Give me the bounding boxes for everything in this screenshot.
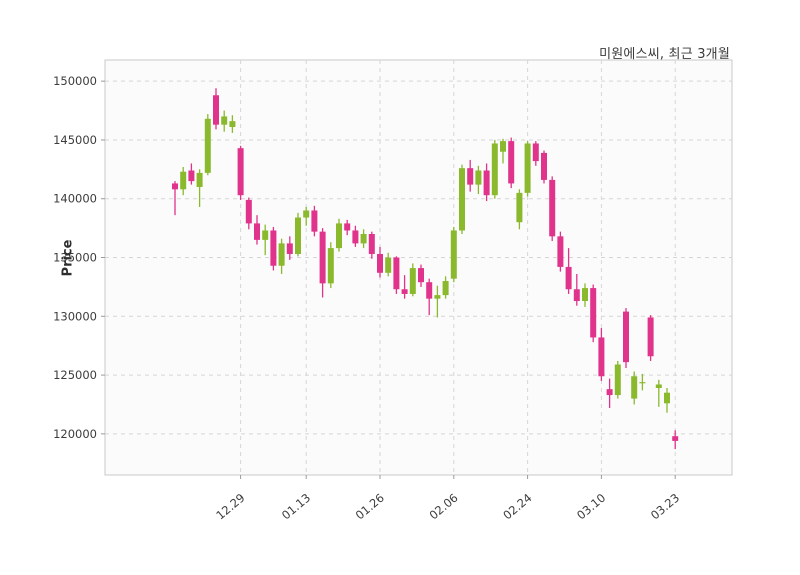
- candle-body-up: [434, 295, 441, 299]
- candle-body-down: [557, 236, 564, 267]
- chart-title: 미원에스씨, 최근 3개월: [599, 47, 730, 62]
- candle-body-up: [516, 192, 523, 223]
- candle-body-down: [245, 199, 252, 224]
- candle-body-down: [483, 170, 490, 196]
- candle-body-down: [573, 289, 580, 302]
- y-tick-label: 140000: [53, 192, 97, 206]
- candle-body-up: [655, 384, 662, 389]
- candle-body-down: [352, 230, 359, 244]
- y-tick-label: 120000: [53, 427, 97, 441]
- candle-body-up: [303, 210, 310, 218]
- y-tick-label: 150000: [53, 74, 97, 88]
- axes-background: [104, 59, 733, 476]
- candle-body-down: [401, 289, 408, 294]
- candle-body-down: [254, 223, 260, 240]
- x-tick-label: 12.29: [213, 491, 247, 523]
- candle-body-up: [229, 121, 236, 128]
- y-axis-label: Price: [60, 239, 76, 277]
- y-tick-label: 125000: [53, 368, 97, 382]
- candle-body-up: [442, 281, 449, 296]
- candle-body-up: [262, 230, 269, 240]
- candle-body-up: [450, 230, 457, 279]
- candle-body-down: [565, 266, 572, 290]
- candle-body-up: [631, 376, 638, 399]
- x-tick-label: 02.24: [500, 491, 534, 523]
- candle-body-down: [311, 210, 318, 232]
- candle-body-down: [319, 231, 326, 284]
- y-tick-label: 145000: [53, 133, 97, 147]
- candle-body-down: [213, 95, 219, 125]
- candle-body-down: [286, 243, 293, 254]
- candle-body-down: [368, 233, 375, 254]
- candle-body-up: [204, 118, 211, 173]
- candle-body-down: [377, 253, 383, 273]
- y-tick-label: 135000: [53, 251, 97, 265]
- candle-body-down: [188, 170, 195, 182]
- x-tick-label: 01.26: [353, 491, 387, 523]
- candle-body-down: [344, 223, 351, 231]
- candle-body-down: [532, 143, 539, 162]
- candle-body-down: [418, 268, 424, 283]
- candle-body-up: [582, 288, 588, 302]
- candle-body-up: [491, 143, 498, 196]
- x-tick-label: 03.23: [648, 491, 682, 523]
- candle-body-up: [360, 233, 367, 244]
- candle-body-down: [393, 257, 400, 290]
- candle-body-up: [196, 172, 203, 187]
- candle-body-up: [409, 268, 416, 294]
- candle-body-down: [606, 389, 613, 396]
- candle-body-down: [237, 148, 244, 196]
- candle-body-down: [672, 436, 679, 441]
- candle-body-up: [221, 116, 228, 125]
- candle-body-down: [508, 141, 515, 184]
- candle-body-down: [467, 168, 474, 185]
- candle-body-up: [327, 248, 334, 284]
- candle-body-up: [500, 141, 506, 152]
- candle-body-up: [180, 171, 187, 190]
- candle-body-down: [541, 152, 547, 180]
- x-tick-label: 03.10: [574, 491, 608, 523]
- candle-body-down: [426, 282, 433, 299]
- candle-body-down: [270, 230, 277, 266]
- candle-body-down: [623, 311, 629, 363]
- candle-body-down: [590, 288, 597, 338]
- candle-body-up: [385, 257, 392, 273]
- candle-body-down: [549, 179, 556, 237]
- candle-body-up: [614, 364, 621, 396]
- y-tick-label: 130000: [53, 309, 97, 323]
- candle-body-down: [172, 183, 178, 190]
- candle-body-down: [647, 317, 654, 357]
- candle-body-up: [524, 143, 531, 193]
- candle-body-down: [598, 337, 605, 377]
- candle-body-up: [664, 392, 670, 404]
- candle-body-up: [459, 168, 465, 231]
- candle-body-up: [295, 217, 301, 254]
- x-tick-label: 01.13: [279, 491, 313, 523]
- candle-body-up: [336, 223, 342, 249]
- candle-body-up: [475, 170, 482, 185]
- x-tick-label: 02.06: [426, 491, 460, 523]
- candle-body-up: [278, 243, 285, 266]
- candle-body-up: [639, 382, 646, 384]
